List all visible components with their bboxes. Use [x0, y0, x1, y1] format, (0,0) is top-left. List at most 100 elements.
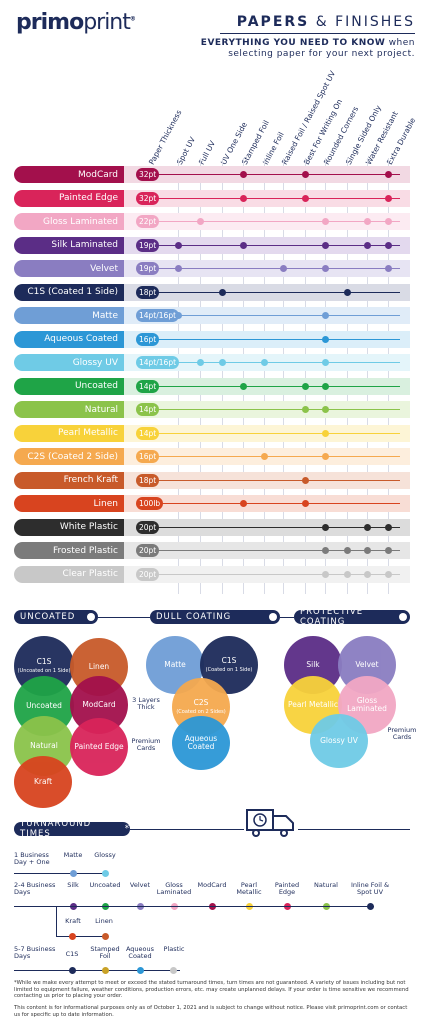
circle-glossy-uv: Glossy UV [310, 714, 368, 768]
paper-row: Gloss Laminated 22pt [14, 213, 410, 230]
feature-dot [385, 523, 392, 531]
paper-row: Velvet 19pt [14, 260, 410, 277]
feature-dot [302, 194, 309, 202]
row-line [156, 291, 400, 293]
feature-dot [240, 194, 247, 202]
feature-dot [344, 547, 351, 554]
grid-line [347, 158, 348, 594]
paper-thickness: 20pt [136, 544, 160, 557]
feature-dot [344, 570, 351, 578]
turnaround-linen-label: Linen [95, 917, 113, 925]
note-premium-cards: Premium Cards [387, 726, 417, 742]
feature-dot [322, 453, 329, 460]
turnaround-3-label: 5-7 Business Days [14, 945, 56, 961]
feature-dot [322, 359, 329, 366]
row-line [156, 526, 400, 528]
grid-line [200, 158, 201, 594]
uncoated-pill: UNCOATED [14, 610, 98, 624]
subtitle-line-1: EVERYTHING YOU NEED TO KNOW when [200, 38, 415, 48]
feature-dot [240, 171, 247, 178]
feature-dot [261, 453, 268, 460]
paper-name: French Kraft [14, 471, 124, 489]
feature-dot [364, 241, 371, 249]
disclaimer-2: This content is for informational purpos… [14, 1005, 408, 1018]
divider [298, 829, 410, 830]
row-line [156, 197, 400, 199]
grid-line [264, 158, 265, 594]
dot-c1s [69, 967, 76, 974]
paper-row: French Kraft 18pt [14, 471, 410, 489]
subtitle-line-2: selecting paper for your next project. [228, 49, 415, 59]
dot-aqueous [137, 967, 144, 974]
turnaround-kraft-label: Kraft [65, 917, 81, 925]
feature-dot [197, 218, 204, 225]
row-line [156, 479, 400, 481]
brand-logo: primoprint® [16, 10, 136, 35]
paper-row: Natural 14pt [14, 401, 410, 418]
circle-aqueous-coated: Aqueous Coated [172, 716, 230, 770]
grid-line [367, 158, 368, 594]
feature-dot [385, 218, 392, 225]
dot-glossy [102, 870, 109, 877]
circle-kraft: Kraft [14, 756, 72, 808]
paper-thickness: 16pt [136, 450, 160, 463]
note-premium-cards: Premium Cards [131, 737, 161, 753]
feature-dot [385, 171, 392, 178]
paper-name: White Plastic [14, 518, 124, 536]
feature-dot [240, 382, 247, 390]
feature-dot [322, 265, 329, 272]
paper-thickness: 19pt [136, 238, 160, 252]
row-line [156, 268, 400, 269]
turnaround-item-label: Silk [67, 881, 79, 889]
feature-dot [385, 570, 392, 578]
protective-coating-pill: PROTECTIVE COATING [294, 607, 410, 627]
divider [130, 829, 244, 830]
paper-thickness: 14pt [136, 379, 160, 393]
feature-dot [302, 382, 309, 390]
grid-line [243, 158, 244, 594]
feature-dot [302, 476, 309, 484]
paper-row: Painted Edge 32pt [14, 189, 410, 207]
feature-dot [385, 265, 392, 272]
row-line [156, 503, 400, 504]
paper-thickness: 20pt [136, 567, 160, 581]
paper-name: Aqueous Coated [14, 330, 124, 348]
grid-line [305, 158, 306, 594]
turnaround-c1s-label: C1S [65, 950, 79, 958]
paper-row: ModCard 32pt [14, 166, 410, 183]
paper-thickness: 14pt [136, 426, 160, 440]
turnaround-item-label: Natural [314, 881, 338, 889]
turnaround-line-3 [14, 970, 180, 971]
paper-row: Silk Laminated 19pt [14, 236, 410, 254]
turnaround-aqueous-label: Aqueous Coated [125, 945, 155, 961]
paper-name: Pearl Metallic [14, 424, 124, 442]
paper-row: Pearl Metallic 14pt [14, 424, 410, 442]
feature-dot [322, 406, 329, 413]
feature-dot [280, 265, 287, 272]
row-line [156, 174, 400, 175]
grid-line [325, 158, 326, 594]
paper-row: Matte 14pt/16pt [14, 307, 410, 324]
feature-dot [240, 241, 247, 249]
row-line [156, 573, 400, 575]
turnaround-item-label: Gloss Laminated [156, 881, 192, 897]
feature-dot [385, 194, 392, 202]
row-line [156, 409, 400, 410]
paper-name: Frosted Plastic [14, 542, 124, 559]
page-title: PAPERS & FINISHES [236, 14, 415, 30]
paper-row: Uncoated 14pt [14, 377, 410, 395]
turnaround-item-label: ModCard [197, 881, 227, 889]
paper-row: C2S (Coated 2 Side) 16pt [14, 448, 410, 465]
row-line [156, 315, 400, 316]
turnaround-item-label: Painted Edge [274, 881, 300, 897]
turnaround-2-label: 2-4 Business Days [14, 881, 56, 897]
feature-dot [344, 288, 351, 296]
paper-name: Natural [14, 401, 124, 418]
paper-name: Clear Plastic [14, 565, 124, 583]
turnaround-line-1 [14, 873, 106, 874]
row-line [156, 244, 400, 246]
circle-painted-edge: Painted Edge [70, 718, 128, 776]
paper-name: C1S (Coated 1 Side) [14, 283, 124, 301]
feature-dot [197, 359, 204, 366]
branch-line [56, 936, 106, 937]
